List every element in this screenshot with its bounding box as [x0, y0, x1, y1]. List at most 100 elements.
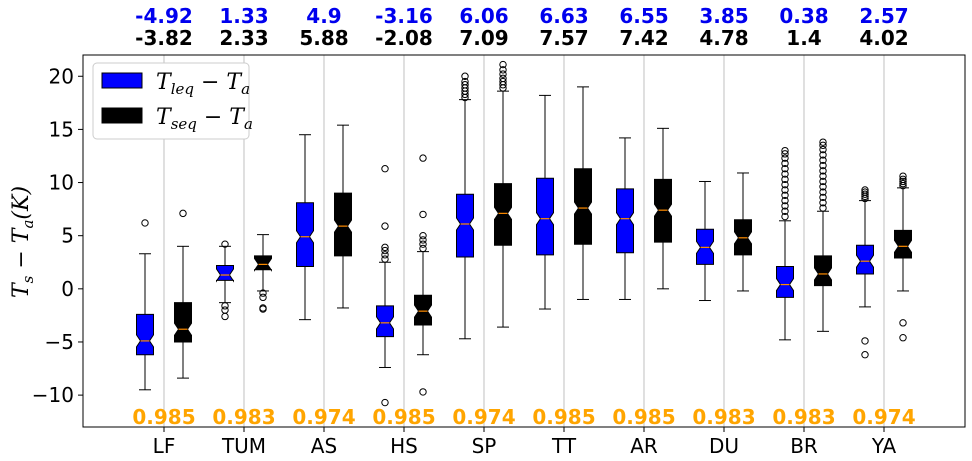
- outlier-point: [781, 165, 789, 173]
- outlier-point: [781, 150, 789, 158]
- outlier-point: [819, 193, 827, 202]
- outlier-point: [221, 240, 229, 248]
- box-leq-TT: [536, 94, 554, 310]
- mean-leq-label: 2.57: [859, 4, 908, 28]
- outlier-point: [381, 243, 389, 252]
- correlation-label: 0.983: [692, 405, 755, 429]
- box-seq-SP: [494, 60, 512, 328]
- outlier-point: [381, 251, 389, 259]
- x-tick-label: YA: [871, 434, 897, 458]
- outlier-point: [381, 246, 389, 255]
- outlier-point: [221, 302, 229, 310]
- box-leq-HS: [376, 165, 394, 407]
- box-body: [574, 168, 592, 245]
- box-leq-AR: [616, 137, 634, 300]
- correlation-label: 0.985: [372, 405, 435, 429]
- outlier-point: [781, 186, 789, 194]
- outlier-point: [819, 172, 827, 180]
- box-body: [334, 192, 352, 257]
- outlier-point: [819, 138, 827, 146]
- correlation-label: 0.983: [212, 405, 275, 429]
- correlation-label: 0.985: [532, 405, 595, 429]
- box-body: [776, 266, 794, 298]
- outlier-point: [381, 222, 389, 230]
- correlation-label: 0.983: [772, 405, 835, 429]
- box-body: [296, 202, 314, 268]
- box-seq-BR: [814, 138, 832, 332]
- outlier-point: [259, 305, 267, 313]
- mean-seq-label: -2.08: [375, 26, 433, 50]
- outlier-point: [419, 154, 427, 162]
- outlier-point: [861, 188, 869, 196]
- outlier-point: [781, 212, 789, 221]
- outlier-point: [781, 146, 789, 155]
- mean-seq-label: 5.88: [299, 26, 348, 50]
- y-tick-label: −5: [45, 330, 74, 354]
- correlation-label: 0.985: [612, 405, 675, 429]
- outlier-point: [861, 186, 869, 194]
- outlier-point: [419, 236, 427, 244]
- box-body: [894, 229, 912, 259]
- mean-leq-label: -4.92: [135, 4, 193, 28]
- outlier-point: [861, 351, 869, 359]
- outlier-point: [141, 219, 149, 227]
- mean-seq-label: 7.42: [619, 26, 668, 50]
- outlier-point: [221, 312, 229, 321]
- box-body: [456, 193, 474, 258]
- outlier-point: [781, 196, 789, 205]
- mean-seq-label: 4.78: [699, 26, 748, 50]
- outlier-point: [899, 175, 907, 184]
- mean-seq-label: 1.4: [786, 26, 821, 50]
- y-tick-label: 15: [49, 117, 74, 141]
- outlier-point: [781, 159, 789, 168]
- outlier-point: [899, 179, 907, 188]
- correlation-label: 0.974: [452, 405, 515, 429]
- mean-seq-label: 4.02: [859, 26, 908, 50]
- box-body: [814, 255, 832, 287]
- mean-seq-label: 7.57: [539, 26, 588, 50]
- outlier-point: [781, 191, 789, 199]
- box-body: [376, 305, 394, 338]
- mean-seq-label: 7.09: [459, 26, 508, 50]
- top-annotations: -4.92-3.821.332.334.95.88-3.16-2.086.067…: [135, 4, 909, 50]
- outlier-point: [899, 172, 907, 180]
- x-tick-label: TT: [551, 434, 577, 458]
- y-tick-label: 20: [49, 64, 74, 88]
- box-seq-TT: [574, 86, 592, 300]
- outlier-point: [499, 66, 507, 74]
- grid-lines: [163, 55, 885, 427]
- box-body: [856, 244, 874, 275]
- outlier-point: [781, 170, 789, 178]
- mean-leq-label: 3.85: [699, 4, 748, 28]
- x-tick-label: BR: [790, 434, 818, 458]
- outlier-point: [781, 175, 789, 184]
- box-body: [494, 183, 512, 246]
- x-axis: LF TUM AS HS SP TT AR DU BR YA: [153, 427, 897, 458]
- box-seq-LF: [174, 209, 192, 379]
- box-body: [414, 294, 432, 326]
- mean-seq-label: -3.82: [135, 26, 193, 50]
- outlier-point: [221, 306, 229, 314]
- outlier-point: [419, 231, 427, 240]
- box-leq-BR: [776, 146, 794, 341]
- outlier-point: [419, 388, 427, 396]
- box-body: [216, 264, 234, 283]
- legend-label-leq: Tleq − Ta: [156, 70, 250, 98]
- outlier-point: [819, 167, 827, 175]
- box-seq-YA: [894, 172, 912, 342]
- outlier-point: [819, 199, 827, 207]
- outlier-point: [819, 177, 827, 186]
- outlier-point: [461, 77, 469, 86]
- x-tick-label: AR: [630, 434, 658, 458]
- outlier-point: [819, 156, 827, 164]
- outlier-point: [819, 183, 827, 191]
- outlier-point: [781, 154, 789, 162]
- mean-leq-label: 0.38: [779, 4, 828, 28]
- outlier-point: [381, 165, 389, 173]
- x-tick-label: LF: [153, 434, 176, 458]
- correlation-label: 0.974: [852, 405, 915, 429]
- box-body: [174, 302, 192, 343]
- outlier-point: [381, 255, 389, 263]
- outlier-point: [899, 319, 907, 327]
